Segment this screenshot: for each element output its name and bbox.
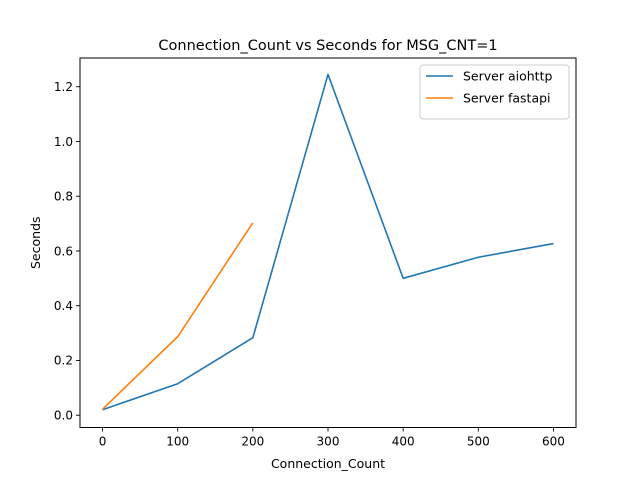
- y-tick-label: 0.8: [54, 190, 73, 204]
- y-tick-label: 0.0: [54, 408, 73, 422]
- y-tick-label: 1.2: [54, 80, 73, 94]
- y-tick-label: 0.4: [54, 299, 73, 313]
- legend-entry-1: Server fastapi: [463, 91, 551, 106]
- x-tick-label: 300: [317, 435, 340, 449]
- axis-ticks: 0 100 200 300 400 500 600 0.0 0.2 0.4 0.6 0.8 1.0 1.2: [54, 80, 565, 448]
- legend-box: [419, 64, 570, 120]
- chart-title: Connection_Count vs Seconds for MSG_CNT=…: [158, 38, 497, 54]
- x-axis-label: Connection_Count: [271, 456, 385, 471]
- legend: Server aiohttp Server fastapi: [419, 64, 570, 120]
- y-tick-label: 0.6: [54, 244, 73, 258]
- series-layer: [101, 73, 554, 411]
- x-tick-label: 600: [542, 435, 565, 449]
- y-axis-label: Seconds: [28, 216, 43, 269]
- series-line-1: [101, 222, 254, 410]
- series-line-0: [102, 73, 554, 411]
- x-tick-label: 0: [99, 435, 107, 449]
- y-tick-label: 0.2: [54, 354, 73, 368]
- x-tick-label: 500: [467, 435, 490, 449]
- y-tick-label: 1.0: [54, 135, 73, 149]
- x-tick-label: 400: [392, 435, 415, 449]
- x-tick-label: 100: [166, 435, 189, 449]
- legend-entry-0: Server aiohttp: [463, 69, 552, 84]
- x-tick-label: 200: [241, 435, 264, 449]
